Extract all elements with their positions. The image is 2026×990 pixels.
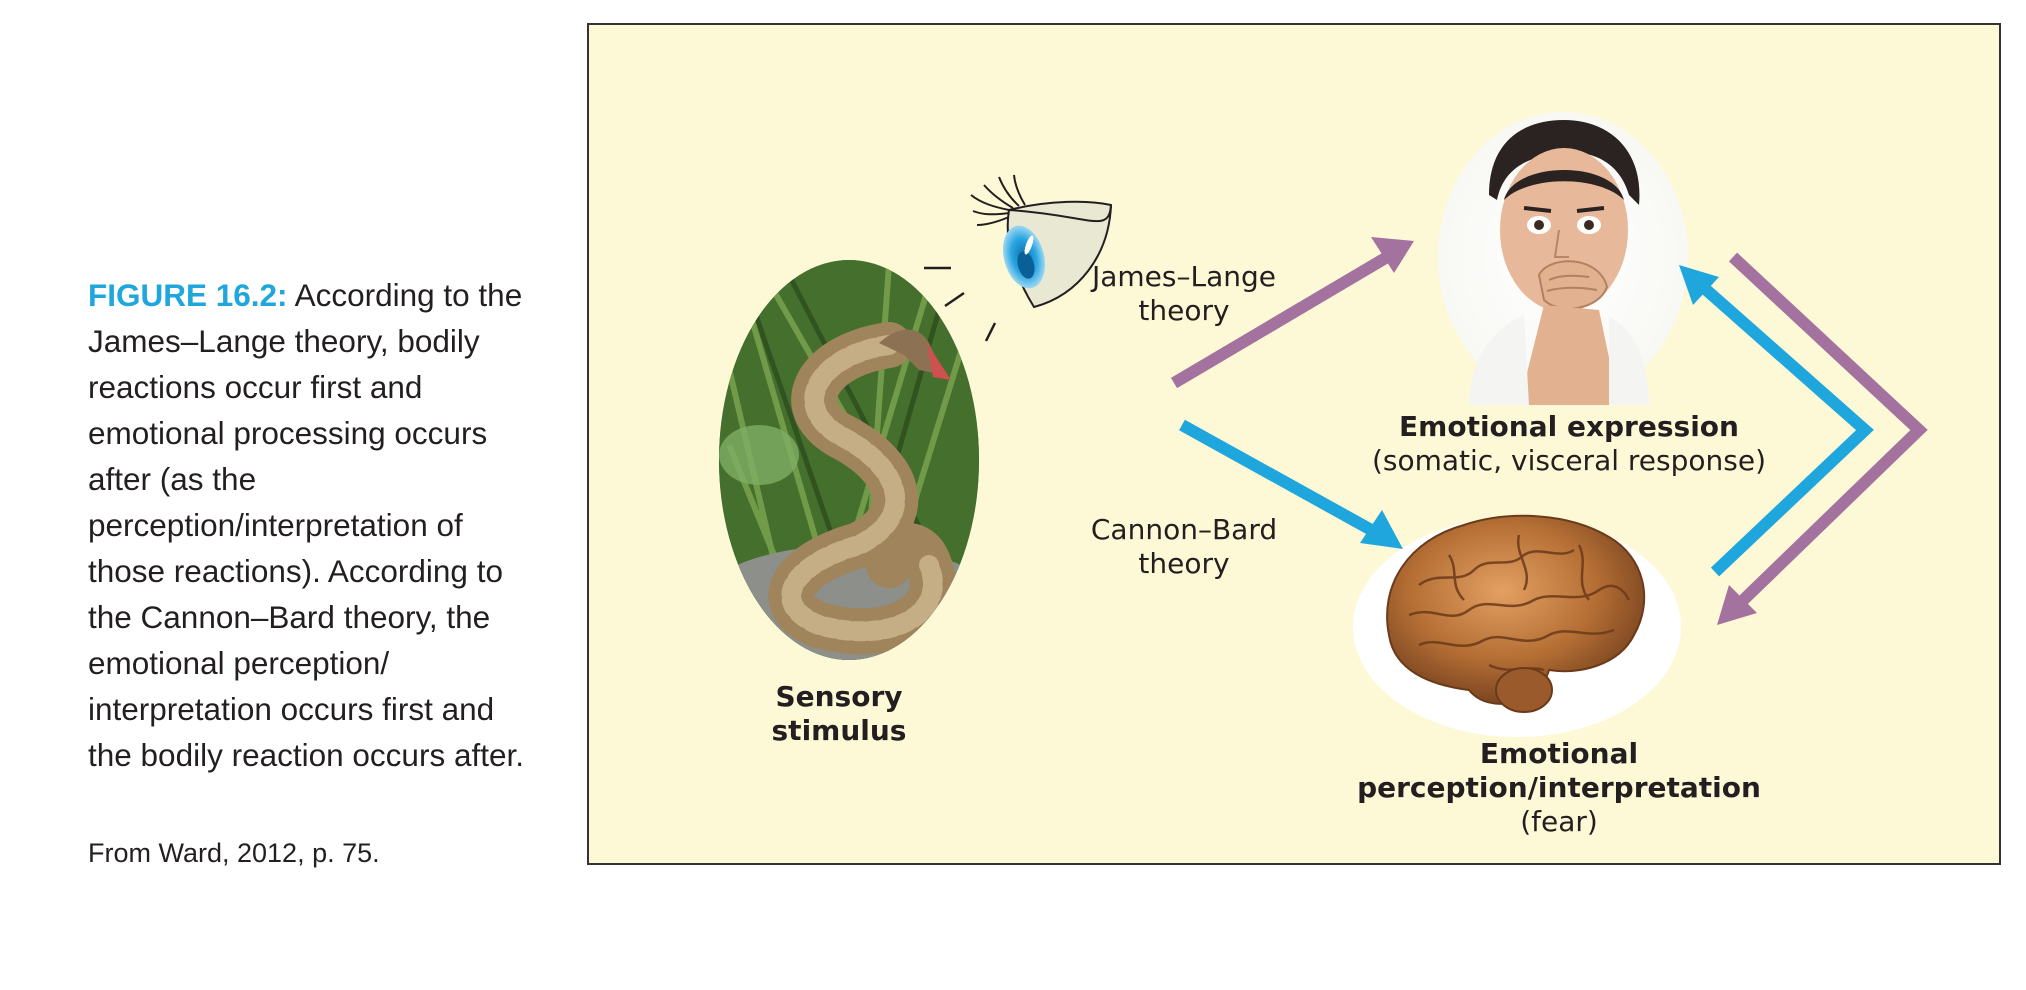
james-lange-arrow-to-expression [1170, 237, 1414, 389]
stimulus-label-line1: Sensory [775, 680, 903, 713]
stimulus-label: Sensory stimulus [734, 680, 944, 748]
figure-caption: FIGURE 16.2: According to the James–Lang… [88, 272, 538, 778]
eye-icon [924, 174, 1113, 342]
brain-photo [1353, 514, 1681, 737]
expression-title: Emotional expression [1399, 410, 1739, 443]
surprised-face-photo [1438, 112, 1688, 405]
perception-subtitle: (fear) [1520, 805, 1598, 838]
cannon-bard-arrow-to-perception [1179, 419, 1403, 549]
cannon-bard-arrow-perception-to-expression [1679, 265, 1874, 577]
figure-label: FIGURE 16.2: [88, 277, 288, 313]
snake-photo [719, 260, 979, 660]
diagram-canvas [719, 112, 1928, 737]
cannon-bard-label: Cannon–Bard theory [1079, 513, 1289, 581]
caption-text: According to the James–Lange theory, bod… [88, 277, 524, 773]
stimulus-label-line2: stimulus [771, 714, 907, 747]
perception-label: Emotional perception/interpretation (fea… [1279, 737, 1839, 839]
cannon-bard-line2: theory [1138, 547, 1230, 580]
james-lange-line1: James–Lange [1091, 260, 1276, 293]
james-lange-arrow-expression-to-perception [1717, 252, 1928, 625]
figure-panel: Sensory stimulus James–Lange theory Cann… [587, 23, 2001, 865]
expression-subtitle: (somatic, visceral response) [1371, 444, 1767, 477]
james-lange-label: James–Lange theory [1079, 260, 1289, 328]
perception-title: Emotional perception/interpretation [1357, 737, 1761, 804]
expression-label: Emotional expression (somatic, visceral … [1349, 410, 1789, 478]
james-lange-line2: theory [1138, 294, 1230, 327]
figure-credit: From Ward, 2012, p. 75. [88, 838, 380, 868]
cannon-bard-line1: Cannon–Bard [1090, 513, 1278, 546]
